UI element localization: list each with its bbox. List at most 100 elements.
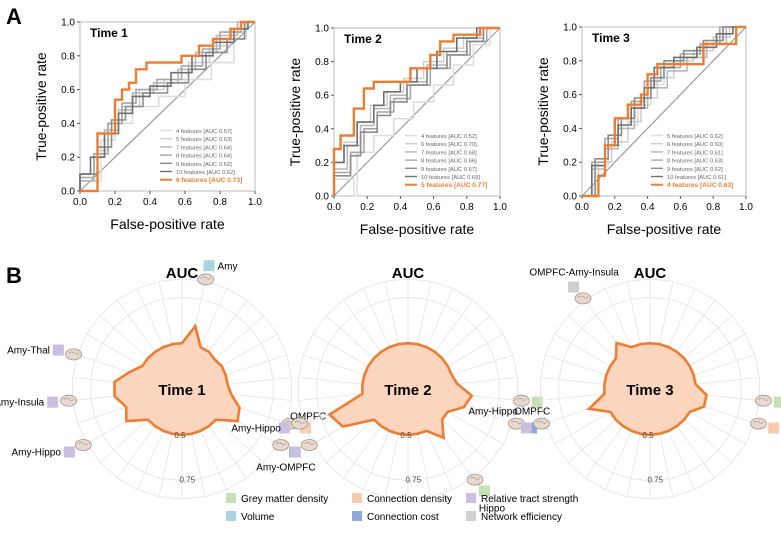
radar-center-label: Time 2 — [384, 382, 431, 399]
y-tick-label: 1.0 — [563, 23, 577, 34]
x-tick-label: 0.4 — [641, 202, 655, 213]
category-swatch-relative_tract — [63, 446, 75, 458]
feature-marker: Amy-OMPFC — [256, 439, 318, 474]
y-axis-label: True-positive rate — [33, 52, 49, 161]
category-swatch-relative_tract — [52, 344, 64, 356]
brain-icon-gyrus — [758, 397, 769, 401]
x-tick-label: 0.6 — [178, 197, 192, 208]
radar-ring — [298, 278, 518, 500]
category-swatch-network_efficiency — [568, 281, 580, 293]
radar-center-label: Time 1 — [158, 382, 205, 399]
legend-entry: 8 features [AUC 0.64] — [176, 154, 232, 160]
y-tick-label: 0.0 — [61, 187, 75, 198]
feature-label: OMPFC — [514, 406, 550, 417]
legend-swatch — [466, 511, 476, 521]
legend-swatch — [226, 493, 236, 503]
radar-ring — [558, 296, 742, 482]
x-tick-label: 0.6 — [427, 202, 441, 213]
roc-curve-10-features — [333, 27, 500, 196]
brain-icon-gyrus — [275, 442, 287, 446]
x-tick-label: 0.2 — [108, 197, 122, 208]
y-tick-label: 0.8 — [563, 56, 577, 67]
radar-ring — [316, 296, 500, 482]
radar-chart-3: AUC Time 3 0.5 0.75 OMPFC-Amy-Insula OMPFCAmy… — [468, 265, 781, 500]
roc-curve-10-features — [79, 21, 255, 191]
category-swatch-grey_matter — [773, 396, 781, 408]
brain-icon — [60, 394, 78, 407]
y-tick-label: 1.0 — [61, 18, 75, 29]
roc-title: Time 1 — [90, 26, 128, 40]
legend-swatch — [352, 493, 362, 503]
legend-swatch — [466, 493, 476, 503]
legend-entry: 9 features [AUC 0.62] — [667, 167, 723, 173]
radar-ring — [540, 278, 760, 500]
legend-label: Connection density — [367, 494, 452, 505]
feature-label: OMPFC — [290, 411, 326, 422]
feature-marker: Amy-Hippo — [11, 439, 92, 459]
legend-item-connection_cost: Connection cost — [352, 511, 439, 523]
legend-entry: 9 features [AUC 0.62] — [176, 162, 232, 168]
brain-icon — [65, 348, 82, 361]
x-tick-label: 1.0 — [739, 202, 753, 213]
legend-entry: 7 features [AUC 0.64] — [176, 145, 232, 151]
legend-label: Grey matter density — [241, 494, 328, 505]
legend-entry: 5 features [AUC 0.63] — [176, 137, 232, 143]
brain-icon-gyrus — [294, 420, 305, 424]
legend-item-network_efficiency: Network efficiency — [466, 511, 562, 523]
legend-entry: 6 features [AUC 0.70] — [421, 142, 477, 148]
y-tick-label: 0.0 — [315, 192, 329, 203]
radar-title: AUC — [634, 265, 667, 282]
x-tick-label: 0.0 — [327, 202, 341, 213]
x-axis-label: False-positive rate — [360, 221, 475, 237]
feature-marker: Hippo — [466, 473, 505, 514]
legend-entry: 5 features [AUC 0.77] — [421, 182, 487, 189]
radar-center-label: Time 3 — [626, 382, 673, 399]
x-tick-label: 0.8 — [213, 197, 227, 208]
legend-item-connection_density: Connection density — [352, 493, 452, 505]
legend-item-grey_matter: Grey matter density — [226, 493, 328, 505]
legend-entry: 8 features [AUC 0.66] — [421, 159, 477, 165]
category-legend: Grey matter density Connection density Rel… — [226, 493, 578, 523]
brain-icon-gyrus — [200, 276, 211, 280]
feature-label: Amy-Hippo — [468, 406, 518, 417]
legend-label: Network efficiency — [481, 512, 562, 523]
radar-ring-label: 0.5 — [400, 431, 412, 440]
brain-icon-gyrus — [536, 420, 547, 424]
legend-swatch — [226, 511, 236, 521]
roc-curve-6-features — [80, 20, 255, 193]
radar-title: AUC — [392, 265, 425, 282]
category-swatch-grey_matter — [531, 396, 543, 408]
brain-icon — [197, 273, 215, 286]
feature-marker: Amy-Hippo — [231, 417, 308, 434]
legend-entry: 4 features [AUC 0.52] — [421, 134, 477, 140]
radar-panels: AUC Time 1 0.5 0.75 Amy OMPFC Amy-Thal Amy-Insu… — [0, 260, 781, 514]
legend-item-volume: Volume — [226, 511, 275, 523]
feature-label: Amy-Insula — [0, 398, 45, 409]
brain-icon-gyrus — [511, 420, 522, 424]
y-tick-label: 0.8 — [315, 57, 329, 68]
feature-label: OMPFC-Amy-Insula — [529, 268, 619, 279]
brain-icon — [533, 417, 550, 430]
brain-icon-gyrus — [304, 442, 315, 446]
feature-label: Amy-Thal — [7, 346, 50, 357]
x-tick-label: 0.6 — [673, 202, 687, 213]
brain-icon — [466, 473, 484, 486]
y-tick-label: 0.2 — [315, 158, 329, 169]
y-tick-label: 0.2 — [61, 153, 75, 164]
radar-ring-label: 0.75 — [647, 476, 663, 485]
roc-panels: 0.00.00.20.20.40.40.60.60.80.81.01.0Time… — [33, 18, 753, 238]
feature-marker: Amy — [197, 260, 238, 286]
radar-ring-label: 0.5 — [642, 431, 654, 440]
radar-area — [327, 341, 474, 440]
radar-title: AUC — [166, 265, 199, 282]
chance-diagonal — [333, 27, 501, 197]
feature-marker: Amy-Insula — [0, 394, 78, 409]
y-axis-label: True-positive rate — [287, 58, 303, 167]
radar-ring-label: 0.75 — [179, 476, 195, 485]
y-tick-label: 0.4 — [563, 124, 577, 135]
x-axis-label: False-positive rate — [607, 221, 722, 237]
roc-chart-1: 0.00.0 0.2 0.2 0.4 0.4 0.6 0.6 0.8 0.8 1.0 1.0 Time… — [33, 18, 262, 233]
brain-icon-gyrus — [78, 442, 89, 446]
feature-label: Amy-Hippo — [11, 448, 61, 459]
